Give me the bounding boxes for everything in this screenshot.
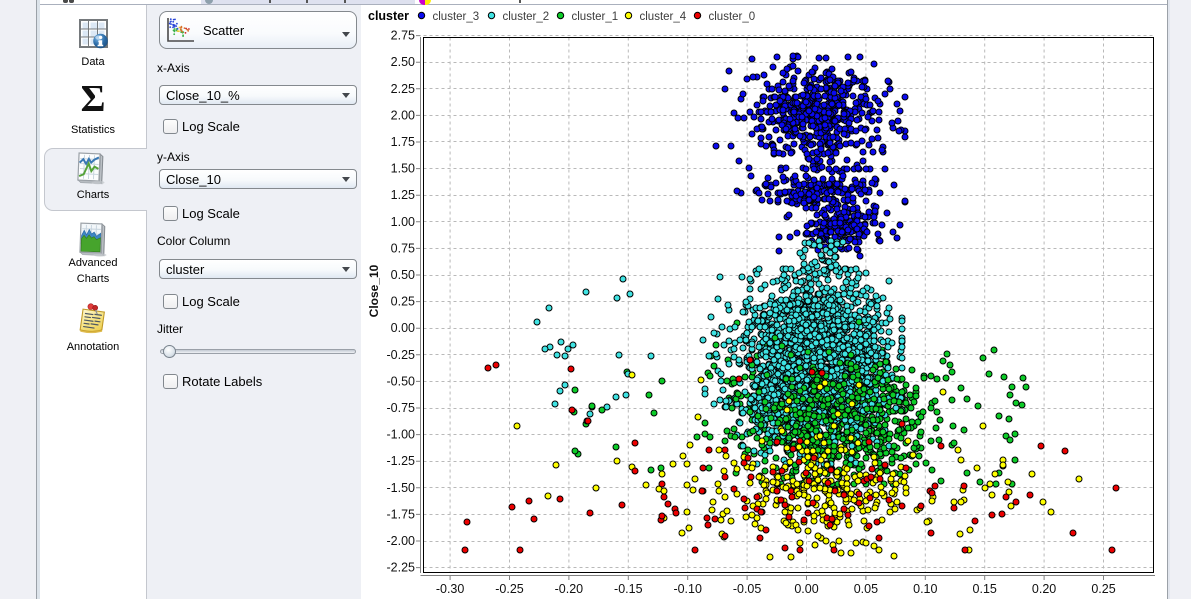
svg-text:cluster_1: cluster_1 (572, 11, 619, 23)
svg-text:0.00: 0.00 (391, 321, 415, 335)
svg-text:cluster_0: cluster_0 (709, 11, 756, 23)
svg-text:cluster_3: cluster_3 (433, 11, 480, 23)
svg-text:0.75: 0.75 (391, 241, 415, 255)
svg-text:1.75: 1.75 (391, 135, 415, 149)
svg-text:0.00: 0.00 (794, 582, 818, 596)
svg-text:-1.75: -1.75 (387, 507, 416, 521)
svg-text:2.00: 2.00 (391, 108, 415, 122)
svg-text:0.25: 0.25 (391, 295, 415, 309)
svg-text:-0.10: -0.10 (673, 582, 702, 596)
svg-text:Close_10: Close_10 (367, 264, 381, 317)
svg-text:-0.50: -0.50 (387, 374, 416, 388)
svg-text:2.25: 2.25 (391, 82, 415, 96)
svg-text:0.20: 0.20 (1032, 582, 1056, 596)
svg-text:-0.30: -0.30 (436, 582, 465, 596)
svg-text:-0.15: -0.15 (614, 582, 643, 596)
svg-text:-0.25: -0.25 (495, 582, 524, 596)
svg-text:-0.05: -0.05 (733, 582, 762, 596)
svg-text:2.75: 2.75 (391, 29, 415, 43)
svg-text:-1.00: -1.00 (387, 428, 416, 442)
svg-text:0.15: 0.15 (973, 582, 997, 596)
svg-text:-1.50: -1.50 (387, 481, 416, 495)
svg-text:-1.25: -1.25 (387, 454, 416, 468)
svg-text:-0.25: -0.25 (387, 348, 416, 362)
svg-text:1.00: 1.00 (391, 215, 415, 229)
svg-text:2.50: 2.50 (391, 55, 415, 69)
svg-text:1.25: 1.25 (391, 188, 415, 202)
svg-text:-2.00: -2.00 (387, 534, 416, 548)
svg-text:cluster_2: cluster_2 (503, 11, 550, 23)
svg-text:cluster_4: cluster_4 (640, 11, 687, 23)
svg-text:-0.75: -0.75 (387, 401, 416, 415)
svg-text:0.05: 0.05 (854, 582, 878, 596)
svg-text:0.10: 0.10 (913, 582, 937, 596)
svg-text:1.50: 1.50 (391, 162, 415, 176)
svg-text:0.50: 0.50 (391, 268, 415, 282)
svg-text:cluster: cluster (368, 9, 409, 23)
svg-text:-2.25: -2.25 (387, 561, 416, 575)
svg-text:-0.20: -0.20 (555, 582, 584, 596)
svg-text:0.25: 0.25 (1091, 582, 1115, 596)
